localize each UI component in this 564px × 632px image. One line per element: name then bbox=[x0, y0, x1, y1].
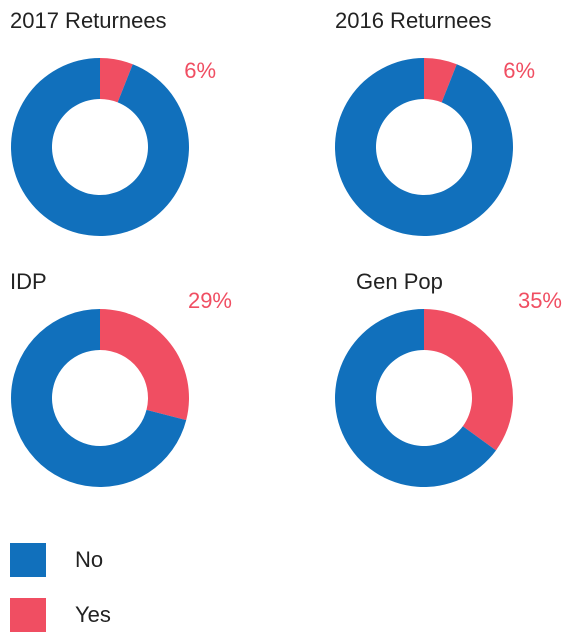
value-label: 35% bbox=[518, 288, 562, 313]
chart-title: Gen Pop bbox=[356, 269, 443, 294]
chart-title: 2016 Returnees bbox=[335, 8, 492, 33]
legend-label: No bbox=[75, 547, 103, 572]
donut-segment bbox=[100, 58, 133, 103]
donut-segment bbox=[11, 58, 190, 237]
legend-swatch bbox=[10, 543, 46, 577]
value-label: 6% bbox=[503, 58, 535, 83]
donut-segment bbox=[335, 58, 514, 236]
donut-segment bbox=[424, 58, 457, 103]
donut-segment bbox=[424, 309, 513, 451]
legend-label: Yes bbox=[75, 602, 111, 627]
donut-segment bbox=[335, 309, 497, 487]
legend-swatch bbox=[10, 598, 46, 632]
chart-title: 2017 Returnees bbox=[10, 8, 167, 33]
value-label: 6% bbox=[184, 58, 216, 83]
chart-title: IDP bbox=[10, 269, 47, 294]
value-label: 29% bbox=[188, 288, 232, 313]
donut-segment bbox=[100, 309, 189, 421]
donut-segment bbox=[11, 309, 187, 488]
